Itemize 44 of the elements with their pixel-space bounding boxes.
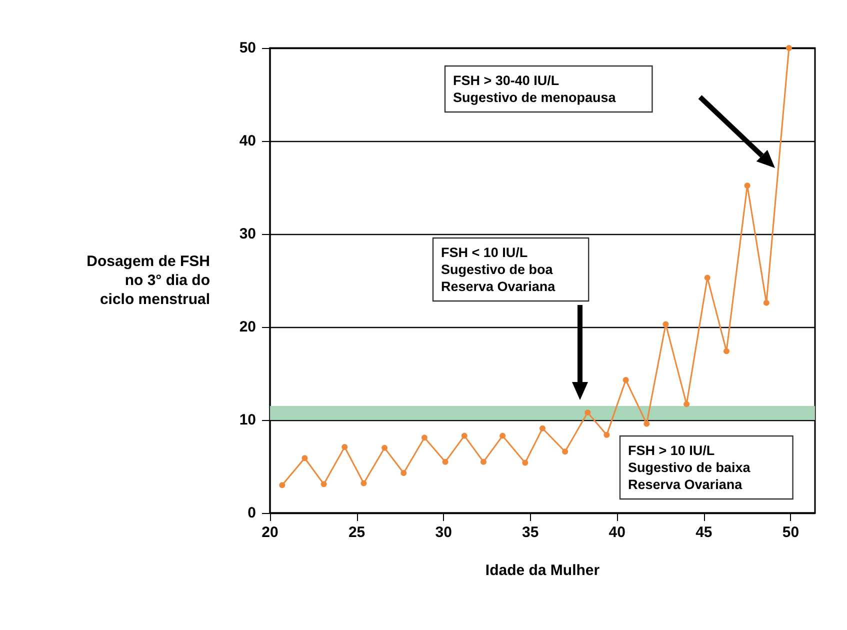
point — [522, 460, 528, 466]
point — [744, 182, 750, 189]
x-tick-label: 35 — [522, 524, 539, 541]
annotation: FSH > 30-40 IU/L Sugestivo de menopausa — [453, 73, 616, 105]
point — [302, 455, 308, 462]
y-tick-label: 10 — [239, 412, 256, 428]
point — [540, 425, 546, 432]
point — [480, 458, 486, 465]
point — [360, 480, 367, 486]
point — [382, 444, 388, 451]
point — [320, 481, 327, 488]
y-tick-label: 0 — [248, 504, 256, 522]
point — [500, 432, 506, 439]
annotation: FSH < 10 IU/L Sugestivo de boa Reserva Ovariana — [441, 245, 556, 294]
point — [279, 482, 286, 488]
x-tick-label: 30 — [435, 524, 452, 541]
annotation: FSH > 10 IU/L Sugestivo de baixa Reserva Ovariana — [628, 443, 751, 492]
x-tick-label: 45 — [696, 524, 712, 541]
point — [786, 45, 792, 51]
point — [604, 432, 610, 438]
y-tick-label: 50 — [239, 40, 256, 56]
point — [704, 274, 710, 281]
point — [644, 420, 650, 427]
point — [461, 432, 468, 439]
point — [421, 434, 428, 441]
point — [584, 410, 591, 416]
point — [662, 321, 669, 328]
x-tick-label: 20 — [262, 524, 278, 541]
point — [400, 470, 407, 476]
point — [684, 401, 690, 408]
y-tick-label: 40 — [239, 132, 256, 150]
y-axis-title: Dosagem de FSH no 3° dia do ciclo menstrual — [86, 253, 210, 308]
point — [342, 444, 348, 450]
x-axis-title: Idade da Mulher — [485, 562, 600, 579]
y-tick-label: 20 — [239, 318, 256, 336]
x-tick-label: 40 — [608, 524, 626, 541]
point — [562, 448, 568, 455]
y-tick-label: 30 — [239, 226, 256, 242]
point — [763, 300, 770, 306]
point — [622, 377, 629, 384]
point — [442, 458, 448, 465]
x-tick-label: 25 — [348, 524, 366, 541]
x-tick-label: 50 — [782, 524, 800, 541]
point — [723, 348, 730, 354]
